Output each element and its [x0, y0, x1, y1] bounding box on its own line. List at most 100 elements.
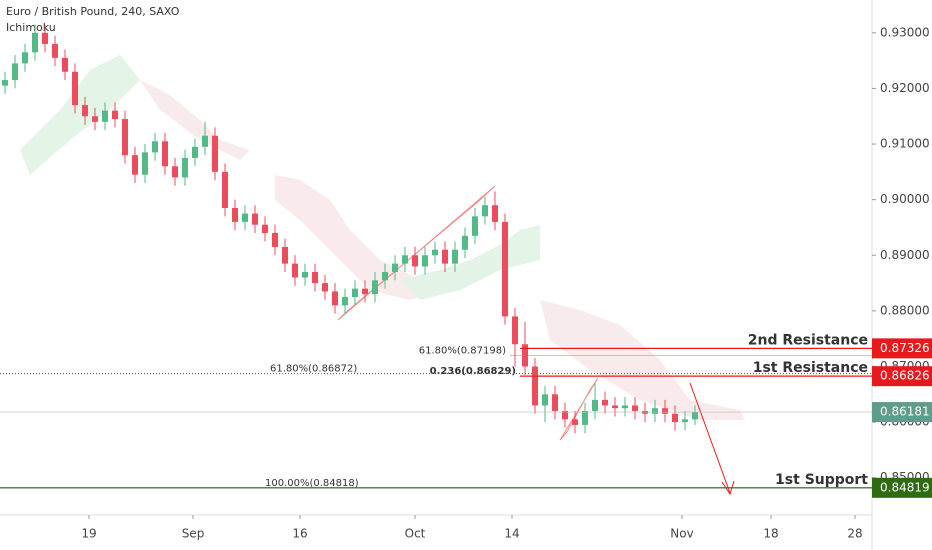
level-price-box: [872, 477, 932, 498]
candle-body: [292, 263, 298, 278]
candle-body: [622, 405, 628, 409]
candle-body: [272, 233, 278, 247]
level-title: 1st Support: [775, 472, 868, 488]
chart-title: Euro / British Pound, 240, SAXO: [6, 5, 180, 18]
candle-body: [372, 280, 378, 295]
candle-body: [42, 32, 48, 44]
ichimoku-cloud: [20, 55, 745, 420]
candle-body: [592, 399, 598, 411]
candle-body: [482, 205, 488, 217]
candle-body: [522, 344, 528, 367]
candle-body: [12, 63, 18, 81]
drawings: [337, 185, 735, 496]
candle-body: [252, 213, 258, 225]
x-tick-label: 19: [81, 527, 96, 541]
triangle: [337, 185, 496, 321]
candle-body: [462, 235, 468, 250]
candle-body: [662, 408, 668, 414]
candle-body: [412, 255, 418, 267]
x-tick-label: 16: [292, 527, 307, 541]
fib-label: 61.80%(0.86872): [270, 364, 357, 375]
candle-body: [682, 419, 688, 423]
candle-body: [512, 316, 518, 345]
x-tick-label: Nov: [670, 527, 693, 541]
candle-body: [562, 410, 568, 420]
candle-body: [142, 152, 148, 175]
cloud: [540, 300, 745, 420]
candle-body: [552, 394, 558, 411]
fib-label: 0.236(0.86829): [430, 366, 516, 377]
candle-body: [632, 405, 638, 411]
candle-body: [92, 116, 98, 122]
candle-body: [112, 110, 118, 120]
level-price-label: 0.86826: [880, 369, 930, 383]
candle-body: [202, 135, 208, 147]
y-tick-label: 0.93000: [880, 25, 930, 39]
candle-body: [162, 141, 168, 167]
candle-body: [62, 57, 68, 72]
arrow-head: [721, 480, 735, 496]
level-price-label: 0.87326: [880, 341, 930, 355]
cloud: [275, 175, 440, 300]
candle-body: [282, 246, 288, 264]
candle-body: [342, 296, 348, 306]
candle-body: [432, 249, 438, 256]
candle-body: [132, 155, 138, 175]
candle-body: [502, 221, 508, 317]
x-tick-label: Oct: [405, 527, 426, 541]
level-price-box: [872, 338, 932, 359]
y-tick-label: 0.89000: [880, 248, 930, 262]
candle-body: [452, 249, 458, 264]
y-tick-label: 0.88000: [880, 303, 930, 317]
candle-body: [152, 141, 158, 153]
triangle: [559, 377, 599, 441]
candle-body: [22, 52, 28, 64]
candle-body: [362, 288, 368, 295]
candle-body: [302, 271, 308, 278]
fib-label: 61.80%(0.87198): [419, 345, 506, 356]
candle-body: [692, 412, 698, 420]
candle-body: [32, 32, 38, 53]
candle-body: [612, 405, 618, 409]
candle-body: [82, 105, 88, 117]
candle-body: [442, 249, 448, 264]
level-price-box: [872, 366, 932, 387]
candle-body: [232, 208, 238, 222]
candle-body: [312, 271, 318, 284]
level-title: 1st Resistance: [753, 360, 868, 376]
indicator-name: Ichimoku: [6, 21, 56, 34]
candle-body: [102, 110, 108, 122]
y-tick-label: 0.90000: [880, 192, 930, 206]
candle-body: [352, 288, 358, 297]
candle-body: [472, 216, 478, 236]
candle-body: [582, 410, 588, 425]
cloud: [140, 80, 250, 160]
candle-body: [52, 43, 58, 58]
candle-body: [422, 255, 428, 267]
candle-body: [192, 146, 198, 158]
candle-body: [122, 119, 128, 156]
candle-body: [402, 255, 408, 264]
candle-body: [212, 135, 218, 172]
candle-body: [72, 71, 78, 106]
candle-body: [492, 205, 498, 222]
candle-body: [172, 166, 178, 178]
candle-body: [602, 399, 608, 406]
candle-body: [572, 419, 578, 425]
candle-body: [322, 283, 328, 292]
y-tick-label: 0.91000: [880, 137, 930, 151]
last-price-box: [872, 402, 932, 423]
candle-body: [532, 366, 538, 406]
candle-body: [1, 80, 8, 86]
candle-body: [672, 413, 678, 423]
fib-label: 100.00%(0.84818): [265, 478, 359, 489]
level-price-label: 0.84819: [880, 480, 930, 494]
candle-body: [182, 157, 188, 178]
candle-body: [542, 394, 548, 406]
cloud: [20, 55, 140, 175]
x-tick-label: 18: [763, 527, 778, 541]
arrow-line: [689, 382, 731, 494]
candle-body: [242, 213, 248, 222]
candle-body: [382, 271, 388, 281]
